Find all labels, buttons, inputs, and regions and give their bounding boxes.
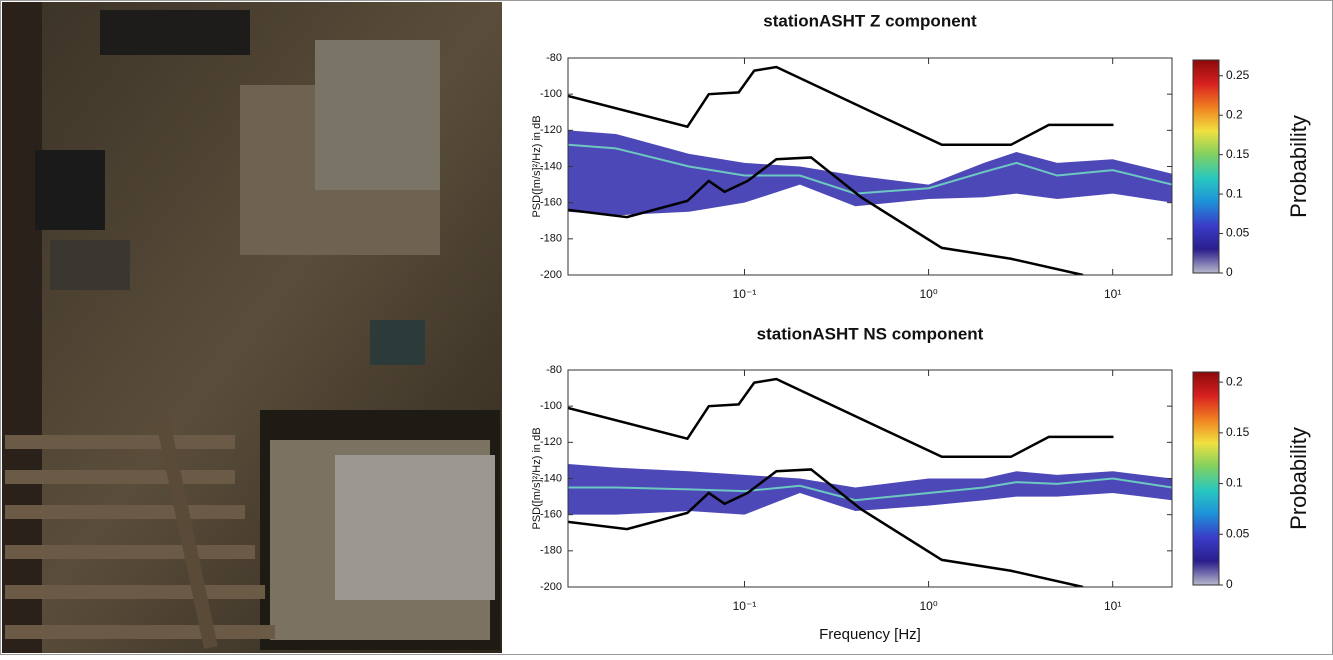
x-tick-label: 10¹ xyxy=(1104,599,1121,613)
colorbar xyxy=(1193,60,1219,273)
site-photo xyxy=(2,2,502,653)
y-tick-label: -180 xyxy=(540,545,562,557)
x-tick-label: 10⁻¹ xyxy=(733,287,757,301)
x-tick-label: 10⁻¹ xyxy=(733,599,757,613)
y-tick-label: -160 xyxy=(540,197,562,209)
x-tick-label: 10¹ xyxy=(1104,287,1121,301)
cb-tick-label: 0 xyxy=(1226,265,1233,279)
y-tick-label: -160 xyxy=(540,509,562,521)
y-tick-label: -140 xyxy=(540,160,562,172)
cb-tick-label: 0.25 xyxy=(1226,68,1250,82)
cb-tick-label: 0.1 xyxy=(1226,186,1243,200)
x-tick-label: 10⁰ xyxy=(919,287,937,301)
y-tick-label: -100 xyxy=(540,400,562,412)
cb-label: Probability xyxy=(1286,115,1311,218)
y-tick-label: -80 xyxy=(546,364,562,376)
cb-label: Probability xyxy=(1286,427,1311,530)
cb-tick-label: 0.2 xyxy=(1226,107,1243,121)
y-tick-label: -80 xyxy=(546,52,562,64)
y-tick-label: -200 xyxy=(540,581,562,593)
cb-tick-label: 0.15 xyxy=(1226,425,1250,439)
y-tick-label: -120 xyxy=(540,436,562,448)
x-axis-label: Frequency [Hz] xyxy=(819,626,921,643)
x-tick-label: 10⁰ xyxy=(919,599,937,613)
figure: stationASHT Z componentPSD([m/s]²/Hz) in… xyxy=(0,0,1333,655)
cb-tick-label: 0 xyxy=(1226,577,1233,591)
chart-title: stationASHT NS component xyxy=(757,324,984,343)
cb-tick-label: 0.05 xyxy=(1226,526,1250,540)
y-tick-label: -140 xyxy=(540,472,562,484)
y-tick-label: -100 xyxy=(540,88,562,100)
chart-title: stationASHT Z component xyxy=(763,11,977,30)
colorbar xyxy=(1193,372,1219,585)
cb-tick-label: 0.15 xyxy=(1226,147,1250,161)
cb-tick-label: 0.2 xyxy=(1226,374,1243,388)
y-tick-label: -120 xyxy=(540,124,562,136)
cb-tick-label: 0.1 xyxy=(1226,476,1243,490)
y-tick-label: -200 xyxy=(540,269,562,281)
y-tick-label: -180 xyxy=(540,233,562,245)
cb-tick-label: 0.05 xyxy=(1226,226,1250,240)
